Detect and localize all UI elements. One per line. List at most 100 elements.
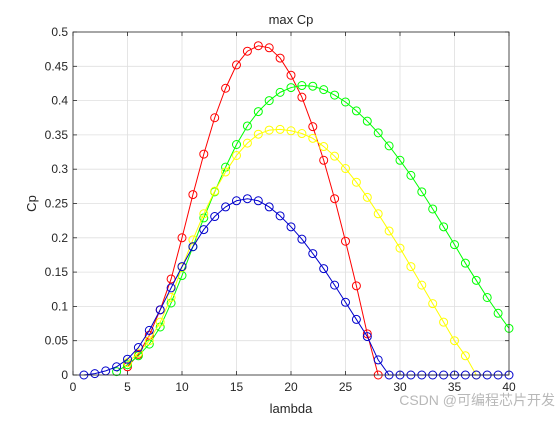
data-point — [232, 140, 241, 149]
data-point — [286, 126, 296, 136]
data-point — [264, 202, 274, 212]
x-tick-label: 15 — [230, 380, 244, 394]
y-tick-label: 0.05 — [45, 334, 69, 348]
y-tick-label: 0.15 — [45, 265, 69, 279]
x-tick-label: 35 — [448, 380, 462, 394]
data-point — [188, 190, 198, 200]
data-point — [297, 92, 307, 102]
data-point — [123, 354, 132, 364]
data-point — [373, 128, 383, 138]
data-point — [319, 264, 329, 274]
data-point — [351, 314, 361, 324]
data-point — [450, 336, 459, 346]
data-point — [286, 70, 296, 80]
x-tick-label: 40 — [502, 380, 516, 394]
data-point — [210, 186, 220, 196]
data-point — [362, 192, 372, 202]
y-tick-label: 0.25 — [45, 197, 69, 211]
data-point — [493, 308, 503, 318]
chart-title: max Cp — [269, 12, 314, 27]
data-point — [373, 355, 383, 365]
y-tick-label: 0.1 — [51, 299, 68, 313]
data-point — [428, 299, 438, 309]
data-point — [275, 53, 285, 63]
data-point — [253, 41, 263, 51]
data-point — [264, 125, 274, 135]
data-point — [166, 292, 176, 302]
data-point — [286, 83, 296, 93]
series-layer — [79, 41, 514, 380]
data-point — [242, 138, 252, 148]
x-tick-label: 0 — [70, 380, 77, 394]
data-point — [351, 281, 361, 291]
data-point — [242, 194, 252, 204]
data-point — [341, 297, 350, 307]
data-point — [308, 122, 318, 132]
data-point — [330, 280, 340, 290]
data-point — [264, 43, 274, 53]
series-line — [116, 85, 510, 372]
series-2 — [123, 124, 481, 380]
data-point — [155, 317, 165, 327]
data-point — [264, 96, 274, 106]
data-point — [406, 262, 416, 272]
data-point — [384, 141, 394, 151]
data-point — [221, 83, 231, 93]
data-point — [417, 187, 427, 197]
data-point — [439, 222, 449, 232]
data-point — [275, 87, 285, 97]
data-point — [210, 113, 220, 123]
data-point — [253, 196, 263, 206]
data-point — [253, 107, 263, 117]
data-point — [253, 129, 263, 139]
data-point — [308, 81, 318, 91]
data-point — [341, 164, 350, 174]
x-tick-label: 10 — [175, 380, 189, 394]
data-point — [308, 249, 318, 259]
y-axis-label: Cp — [24, 195, 39, 212]
data-point — [286, 222, 296, 232]
data-point — [319, 85, 329, 95]
data-point — [384, 226, 394, 236]
data-point — [351, 106, 361, 116]
data-point — [232, 60, 241, 70]
data-point — [199, 149, 209, 159]
data-point — [460, 351, 470, 361]
data-point — [242, 46, 252, 56]
data-point — [275, 124, 285, 134]
data-point — [144, 336, 154, 346]
data-point — [90, 369, 100, 379]
data-point — [351, 177, 361, 187]
data-point — [188, 242, 198, 252]
data-point — [319, 142, 329, 152]
data-point — [330, 90, 340, 100]
data-point — [406, 170, 416, 180]
data-point — [199, 225, 209, 235]
data-point — [471, 275, 481, 285]
x-axis: 0 5 10 15 20 25 30 35 40 — [70, 32, 516, 394]
data-point — [330, 194, 340, 204]
data-point — [199, 209, 209, 219]
data-point — [133, 348, 143, 358]
data-point — [177, 262, 187, 272]
data-point — [460, 258, 470, 268]
data-point — [112, 367, 122, 377]
y-tick-label: 0.5 — [51, 25, 68, 39]
data-point — [297, 81, 307, 91]
data-point — [439, 317, 449, 327]
data-point — [319, 155, 329, 165]
data-point — [341, 97, 350, 107]
data-point — [362, 332, 372, 342]
data-point — [232, 150, 241, 160]
y-tick-label: 0.3 — [51, 162, 68, 176]
data-point — [221, 167, 231, 177]
data-point — [341, 236, 350, 246]
data-point — [155, 305, 165, 315]
data-point — [482, 292, 492, 302]
x-axis-label: lambda — [270, 401, 313, 416]
data-point — [373, 209, 383, 219]
data-point — [144, 325, 154, 335]
data-point — [177, 233, 187, 243]
